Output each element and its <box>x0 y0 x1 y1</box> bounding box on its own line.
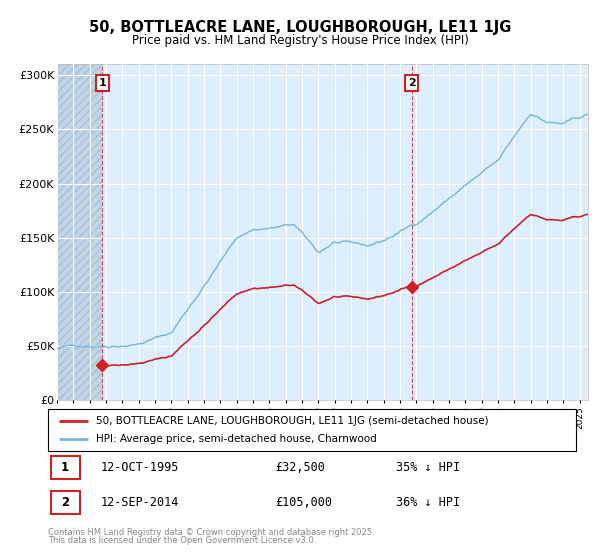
Text: HPI: Average price, semi-detached house, Charnwood: HPI: Average price, semi-detached house,… <box>95 434 376 444</box>
Text: £32,500: £32,500 <box>275 461 325 474</box>
Text: 2: 2 <box>61 496 69 508</box>
FancyBboxPatch shape <box>48 409 576 451</box>
Text: 1: 1 <box>61 461 69 474</box>
Text: £105,000: £105,000 <box>275 496 332 508</box>
Text: Price paid vs. HM Land Registry's House Price Index (HPI): Price paid vs. HM Land Registry's House … <box>131 34 469 46</box>
Text: 12-SEP-2014: 12-SEP-2014 <box>101 496 179 508</box>
Text: This data is licensed under the Open Government Licence v3.0.: This data is licensed under the Open Gov… <box>48 536 316 545</box>
Text: 36% ↓ HPI: 36% ↓ HPI <box>397 496 461 508</box>
FancyBboxPatch shape <box>50 491 80 514</box>
Text: 1: 1 <box>98 78 106 88</box>
FancyBboxPatch shape <box>50 456 80 479</box>
Bar <box>57 64 103 400</box>
Text: 12-OCT-1995: 12-OCT-1995 <box>101 461 179 474</box>
Text: 50, BOTTLEACRE LANE, LOUGHBOROUGH, LE11 1JG (semi-detached house): 50, BOTTLEACRE LANE, LOUGHBOROUGH, LE11 … <box>95 416 488 426</box>
Text: 50, BOTTLEACRE LANE, LOUGHBOROUGH, LE11 1JG: 50, BOTTLEACRE LANE, LOUGHBOROUGH, LE11 … <box>89 20 511 35</box>
Text: 2: 2 <box>407 78 415 88</box>
Text: 35% ↓ HPI: 35% ↓ HPI <box>397 461 461 474</box>
Text: Contains HM Land Registry data © Crown copyright and database right 2025.: Contains HM Land Registry data © Crown c… <box>48 528 374 536</box>
